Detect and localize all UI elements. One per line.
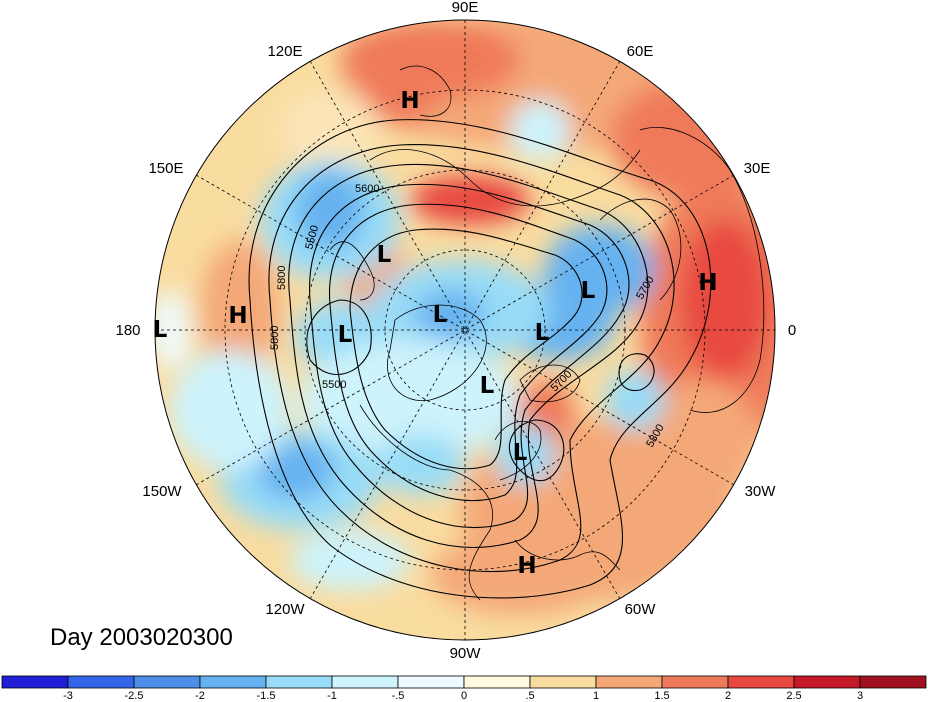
contour-label: 5600	[355, 183, 379, 195]
lon-label-0: 0	[788, 322, 796, 339]
colorbar: -3 -2.5 -2 -1.5 -1 -.5 0 .5 1 1.5 2 2.5 3	[1, 675, 927, 702]
lon-label-120e: 120E	[267, 43, 302, 60]
colorbar-tick-label: 2	[725, 690, 731, 702]
colorbar-tick-label: 1.5	[654, 690, 669, 702]
lon-label-150w: 150W	[142, 483, 182, 500]
lon-label-90e: 90E	[452, 0, 479, 16]
high-marker: H	[228, 303, 247, 329]
high-marker: H	[698, 270, 717, 296]
colorbar-swatch	[397, 675, 465, 689]
colorbar-swatch	[463, 675, 531, 689]
lon-label-90w: 90W	[450, 645, 482, 662]
colorbar-swatch	[265, 675, 333, 689]
colorbar-tick-label: -2.5	[125, 690, 144, 702]
low-marker: L	[480, 373, 495, 399]
lon-label-30e: 30E	[744, 160, 771, 177]
colorbar-swatch	[1, 675, 69, 689]
low-marker: L	[377, 242, 392, 268]
lon-label-60e: 60E	[627, 43, 654, 60]
lon-label-60w: 60W	[625, 601, 657, 618]
low-marker: L	[153, 317, 168, 343]
colorbar-tick-label: -3	[63, 690, 73, 702]
high-marker: H	[400, 88, 419, 114]
colorbar-tick-label: 1	[593, 690, 599, 702]
colorbar-tick-label: .5	[525, 690, 534, 702]
colorbar-swatch	[529, 675, 597, 689]
colorbar-swatch	[595, 675, 663, 689]
colorbar-swatch	[727, 675, 795, 689]
map-border	[154, 19, 776, 641]
colorbar-swatch	[331, 675, 399, 689]
colorbar-swatch	[67, 675, 135, 689]
height-contours	[248, 119, 712, 599]
pressure-centers: H L L H L L L L H L L H	[153, 88, 718, 579]
low-marker: L	[338, 322, 353, 348]
graticule	[155, 20, 775, 640]
colorbar-tick-label: 3	[857, 690, 863, 702]
high-marker: H	[517, 553, 536, 579]
colorbar-swatch	[199, 675, 267, 689]
colorbar-swatch	[133, 675, 201, 689]
coastlines	[329, 65, 765, 601]
colorbar-swatch	[793, 675, 861, 689]
colorbar-swatch	[859, 675, 927, 689]
longitude-labels: 90E 120E 60E 150E 30E 180 0 150W 30W 120…	[115, 0, 796, 662]
anomaly-field	[155, 20, 775, 640]
lon-label-30w: 30W	[745, 483, 777, 500]
low-marker: L	[535, 320, 550, 346]
colorbar-tick-label: -2	[195, 690, 205, 702]
day-label: Day 2003020300	[50, 624, 233, 651]
contour-label: 5500	[322, 379, 346, 391]
contour-label: 5800	[269, 326, 281, 350]
low-marker: L	[513, 440, 528, 466]
colorbar-tick-label: -1	[327, 690, 337, 702]
low-marker: L	[581, 278, 596, 304]
colorbar-tick-label: 0	[461, 690, 467, 702]
lon-label-120w: 120W	[265, 601, 305, 618]
colorbar-tick-label: -.5	[392, 690, 405, 702]
colorbar-tick-label: 2.5	[786, 690, 801, 702]
low-marker: L	[433, 302, 448, 328]
contour-label: 5800	[276, 266, 288, 290]
lon-label-150e: 150E	[148, 160, 183, 177]
colorbar-tick-label: -1.5	[257, 690, 276, 702]
lon-label-180: 180	[115, 322, 140, 339]
colorbar-swatch	[661, 675, 729, 689]
